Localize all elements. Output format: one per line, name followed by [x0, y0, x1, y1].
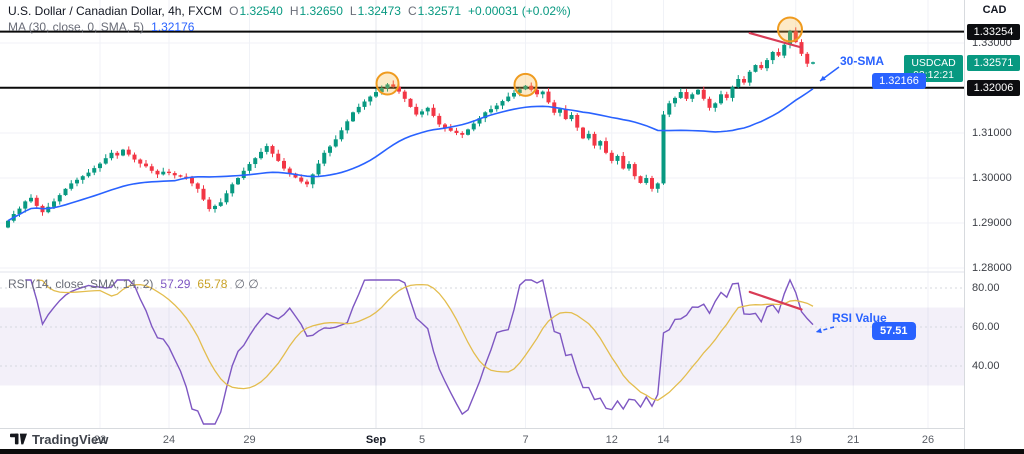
- rsi-tick-label: 40.00: [972, 360, 1000, 372]
- time-tick-label: 14: [657, 434, 670, 446]
- time-tick-label: 12: [605, 434, 618, 446]
- ohlc-high: H 1.32650: [290, 4, 343, 18]
- change-value: +0.00031 (+0.02%): [468, 4, 571, 18]
- highlight-circle: [513, 72, 538, 97]
- rsi-tick-label: 60.00: [972, 321, 1000, 333]
- time-tick-label: 24: [162, 434, 176, 446]
- high-label: H: [289, 4, 299, 18]
- rsi-indicator-title[interactable]: RSI (14, close, SMA, 14, 2): [8, 277, 154, 291]
- close-label: C: [407, 4, 417, 18]
- tradingview-logo: [10, 433, 27, 445]
- sma-line: [7, 88, 814, 222]
- high-value: 1.32650: [299, 4, 343, 18]
- trend-line: [748, 290, 803, 311]
- time-tick-label: 29: [243, 434, 256, 446]
- ma-indicator-value: 1.32176: [151, 20, 195, 34]
- brand-text: TradingView: [32, 432, 109, 447]
- open-value: 1.32540: [239, 4, 283, 18]
- ohlc-open: O 1.32540: [229, 4, 283, 18]
- rsi-legend-row: RSI (14, close, SMA, 14, 2) 57.29 65.78 …: [8, 277, 259, 291]
- callout-arrowhead: [816, 328, 822, 334]
- price-tick-label: 1.31000: [972, 127, 1012, 139]
- lower-level-badge: 1.32006: [967, 79, 1020, 96]
- trend-line: [748, 31, 803, 49]
- time-tick-label: Sep: [365, 434, 387, 446]
- time-tick-label: 5: [418, 434, 426, 446]
- rsi-tick-label: 80.00: [972, 282, 1000, 294]
- time-tick-label: 21: [847, 434, 860, 446]
- low-value: 1.32473: [357, 4, 401, 18]
- close-value: 1.32571: [417, 4, 462, 18]
- rsi-ma-value: 65.78: [197, 277, 228, 291]
- ohlc-close: C 1.32571: [408, 4, 461, 18]
- sma-callout-label[interactable]: 30-SMA: [840, 54, 885, 68]
- last-price-badge: 1.32571: [967, 55, 1020, 72]
- price-tick-label: 1.29000: [972, 217, 1012, 229]
- symbol-title[interactable]: U.S. Dollar / Canadian Dollar, 4h, FXCM: [8, 4, 223, 18]
- upper-level-badge: 1.33254: [967, 23, 1020, 40]
- time-tick-label: 26: [921, 434, 935, 446]
- rsi-ma-line: [36, 279, 814, 402]
- low-label: L: [349, 4, 357, 18]
- time-tick-label: 19: [789, 434, 802, 446]
- rsi-value-badge[interactable]: 57.51: [872, 322, 916, 340]
- tradingview-brand[interactable]: TradingView: [10, 432, 108, 447]
- symbol-label: USDCAD: [911, 56, 956, 69]
- price-tick-label: 1.28000: [972, 262, 1012, 274]
- ma-legend-row: MA (30, close, 0, SMA, 5) 1.32176: [8, 20, 194, 34]
- price-axis[interactable]: CAD 1.33254 1.32571 1.32006 1.33000 1.310…: [964, 0, 1024, 449]
- time-tick-label: 22: [93, 434, 107, 446]
- highlight-circle: [375, 71, 400, 96]
- ohlc-low: L 1.32473: [350, 4, 401, 18]
- open-label: O: [229, 4, 239, 18]
- rsi-line: [25, 278, 814, 425]
- rsi-value: 57.29: [160, 277, 191, 291]
- ma-value-badge: 1.32166: [872, 72, 926, 89]
- callout-arrowhead: [820, 75, 826, 81]
- ma-indicator-title[interactable]: MA (30, close, 0, SMA, 5): [8, 20, 145, 34]
- highlight-circle: [777, 16, 803, 43]
- time-tick-label: 7: [522, 434, 529, 446]
- candlestick-series: [6, 27, 815, 229]
- rsi-callout-label[interactable]: RSI Value: [832, 311, 887, 325]
- axis-currency-label: CAD: [982, 4, 1007, 16]
- chart-pane[interactable]: [0, 0, 964, 449]
- chart-canvas[interactable]: [0, 0, 964, 449]
- price-tick-label: 1.30000: [972, 172, 1012, 184]
- time-axis[interactable]: 22 24 29 Sep 5 7 12 14 19 21 26: [0, 428, 1024, 450]
- main-legend-row: U.S. Dollar / Canadian Dollar, 4h, FXCM …: [8, 4, 571, 18]
- bottom-bar: [0, 449, 1024, 454]
- price-tick-label: 1.33000: [972, 37, 1012, 49]
- rsi-empty-values: ∅ ∅: [234, 277, 259, 291]
